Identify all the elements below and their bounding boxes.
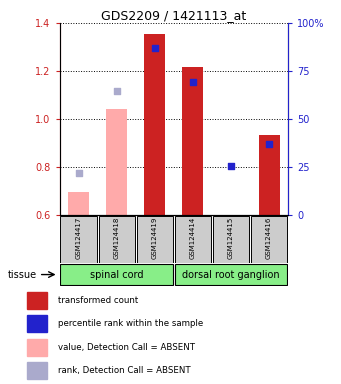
Title: GDS2209 / 1421113_at: GDS2209 / 1421113_at — [101, 9, 247, 22]
Text: percentile rank within the sample: percentile rank within the sample — [58, 319, 203, 328]
Text: GSM124419: GSM124419 — [152, 217, 158, 259]
FancyBboxPatch shape — [175, 215, 211, 263]
FancyBboxPatch shape — [60, 264, 173, 285]
Text: GSM124417: GSM124417 — [76, 217, 82, 259]
Bar — [106, 109, 127, 215]
FancyBboxPatch shape — [251, 215, 287, 263]
Point — [152, 45, 158, 51]
Bar — [27, 292, 47, 309]
FancyBboxPatch shape — [99, 215, 135, 263]
Text: transformed count: transformed count — [58, 296, 138, 305]
Bar — [27, 339, 47, 356]
Text: GSM124418: GSM124418 — [114, 217, 120, 259]
Bar — [27, 362, 47, 379]
Text: GSM124416: GSM124416 — [266, 217, 272, 259]
Point — [228, 163, 234, 169]
Text: rank, Detection Call = ABSENT: rank, Detection Call = ABSENT — [58, 366, 191, 375]
Bar — [27, 315, 47, 332]
FancyBboxPatch shape — [137, 215, 173, 263]
Point — [190, 79, 196, 85]
Bar — [144, 34, 165, 215]
Text: GSM124415: GSM124415 — [228, 217, 234, 259]
FancyBboxPatch shape — [175, 264, 287, 285]
Text: dorsal root ganglion: dorsal root ganglion — [182, 270, 280, 280]
Point — [266, 141, 272, 147]
Bar — [182, 68, 204, 215]
FancyBboxPatch shape — [60, 215, 97, 263]
Text: tissue: tissue — [8, 270, 37, 280]
FancyBboxPatch shape — [213, 215, 249, 263]
Text: value, Detection Call = ABSENT: value, Detection Call = ABSENT — [58, 343, 195, 352]
Text: spinal cord: spinal cord — [90, 270, 144, 280]
Text: GSM124414: GSM124414 — [190, 217, 196, 259]
Point — [76, 170, 81, 176]
Bar — [68, 192, 89, 215]
Bar — [258, 135, 280, 215]
Point — [114, 88, 119, 94]
Bar — [221, 215, 241, 216]
